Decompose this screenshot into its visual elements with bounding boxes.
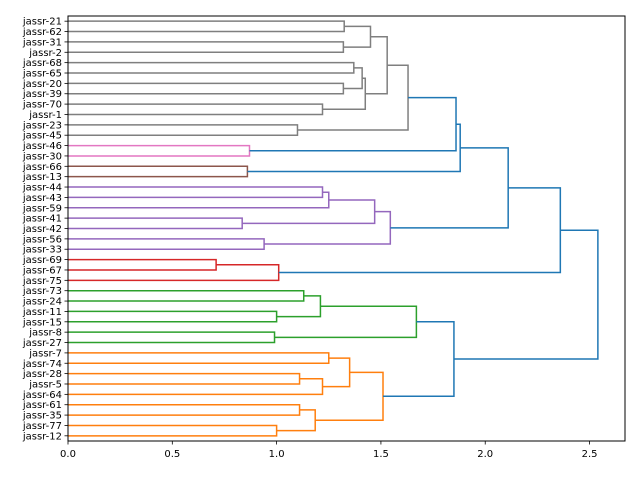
dendrogram-link: [390, 147, 509, 229]
leaf-label: jassr-59: [22, 203, 62, 214]
leaf-label: jassr-31: [22, 37, 62, 48]
dendrogram-link: [242, 199, 376, 225]
leaf-labels: jassr-21jassr-62jassr-31jassr-2jassr-68j…: [22, 17, 68, 442]
dendrogram-link: [276, 295, 322, 318]
dendrogram-link: [365, 35, 388, 95]
x-tick-label: 2.5: [582, 449, 598, 460]
leaf-label: jassr-28: [22, 369, 62, 380]
dendrogram-link: [68, 103, 324, 116]
x-tick-label: 1.0: [269, 449, 285, 460]
leaf-label: jassr-35: [22, 411, 62, 422]
leaf-label: jassr-2: [28, 48, 62, 59]
leaf-label: jassr-74: [22, 359, 62, 370]
dendrogram-link: [68, 289, 305, 302]
dendrogram-link: [68, 41, 345, 54]
dendrogram-link: [68, 144, 251, 157]
leaf-label: jassr-21: [22, 17, 62, 28]
leaf-label: jassr-45: [22, 131, 62, 142]
dendrogram-link: [68, 372, 301, 385]
dendrogram-link: [68, 264, 280, 282]
dendrogram-link: [68, 217, 243, 230]
dendrogram-link: [343, 25, 372, 48]
leaf-label: jassr-8: [28, 328, 62, 339]
leaf-label: jassr-23: [22, 120, 62, 131]
leaf-label: jassr-44: [22, 183, 62, 194]
dendrogram-link: [68, 61, 355, 74]
leaf-label: jassr-24: [22, 297, 62, 308]
x-tick-label: 0.5: [164, 449, 180, 460]
leaf-label: jassr-41: [22, 214, 62, 225]
dendrogram-link: [322, 357, 351, 388]
leaf-label: jassr-75: [22, 276, 62, 287]
leaf-label: jassr-56: [22, 234, 62, 245]
dendrogram-link: [383, 321, 455, 398]
dendrogram-link: [274, 305, 418, 339]
x-tick-label: 0.0: [60, 449, 76, 460]
leaf-label: jassr-15: [22, 317, 62, 328]
dendrogram-link: [276, 409, 316, 432]
x-tick-label: 2.0: [477, 449, 493, 460]
leaf-label: jassr-69: [22, 255, 62, 266]
dendrogram-link: [68, 331, 276, 344]
dendrogram-link: [68, 378, 324, 396]
dendrogram-link: [68, 165, 249, 178]
x-tick-label: 1.5: [373, 449, 389, 460]
leaf-label: jassr-68: [22, 58, 62, 69]
leaf-label: jassr-33: [22, 245, 62, 256]
leaf-label: jassr-66: [22, 162, 62, 173]
dendrogram-link: [68, 238, 265, 250]
dendrogram-link: [68, 191, 330, 209]
leaf-label: jassr-27: [22, 338, 62, 349]
leaf-label: jassr-39: [22, 89, 62, 100]
dendrogram-link: [247, 123, 461, 173]
leaf-label: jassr-5: [28, 379, 62, 390]
leaf-label: jassr-65: [22, 69, 62, 80]
leaf-label: jassr-1: [28, 110, 62, 121]
dendrogram-link: [315, 371, 384, 422]
dendrogram-link: [249, 96, 457, 152]
leaf-label: jassr-7: [28, 348, 62, 359]
dendrogram-links: [68, 20, 599, 437]
leaf-label: jassr-77: [22, 421, 62, 432]
dendrogram-link: [68, 20, 345, 33]
dendrogram-link: [343, 67, 363, 90]
dendrogram-link: [297, 64, 409, 131]
dendrogram-link: [68, 258, 217, 271]
leaf-label: jassr-67: [22, 265, 62, 276]
dendrogram-link: [453, 229, 599, 360]
leaf-label: jassr-46: [22, 141, 62, 152]
leaf-label: jassr-62: [22, 27, 62, 38]
leaf-label: jassr-70: [22, 100, 62, 111]
dendrogram-link: [68, 310, 278, 323]
dendrogram-link: [322, 77, 367, 111]
dendrogram-link: [264, 210, 392, 245]
leaf-label: jassr-64: [22, 390, 62, 401]
leaf-label: jassr-43: [22, 193, 62, 204]
leaf-label: jassr-61: [22, 400, 62, 411]
leaf-label: jassr-73: [22, 286, 62, 297]
dendrogram-link: [278, 187, 562, 274]
dendrogram-link: [68, 424, 278, 437]
leaf-label: jassr-20: [22, 79, 62, 90]
dendrogram-link: [68, 186, 324, 199]
dendrogram-link: [68, 352, 330, 365]
leaf-label: jassr-12: [22, 431, 62, 442]
leaf-label: jassr-11: [22, 307, 62, 318]
dendrogram-link: [68, 82, 345, 95]
dendrogram-link: [68, 124, 299, 136]
x-axis: 0.0 0.5 1.0 1.5 2.0 2.5: [60, 441, 597, 460]
leaf-label: jassr-42: [22, 224, 62, 235]
dendrogram-link: [68, 403, 301, 416]
leaf-label: jassr-13: [22, 172, 62, 183]
leaf-label: jassr-30: [22, 151, 62, 162]
